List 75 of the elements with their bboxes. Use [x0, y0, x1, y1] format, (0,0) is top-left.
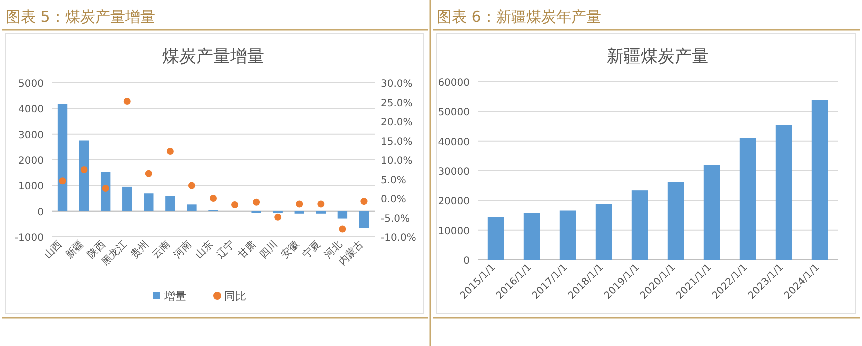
y-tick-label: 0	[464, 256, 470, 267]
bar	[812, 100, 828, 260]
x-tick-label: 云南	[150, 238, 173, 262]
x-tick-label: 山西	[42, 238, 65, 262]
y-tick-label: -1000	[14, 233, 44, 244]
point	[296, 200, 304, 208]
y2-tick-label: 15.0%	[381, 136, 413, 148]
y-tick-label: 5000	[18, 79, 44, 90]
y2-tick-label: -5.0%	[381, 214, 410, 225]
bar	[359, 211, 370, 228]
bar	[596, 204, 612, 260]
bar	[560, 210, 576, 260]
bar	[488, 217, 504, 260]
y-tick-label: 10000	[438, 226, 470, 238]
point	[188, 182, 196, 190]
y2-tick-label: 10.0%	[381, 156, 413, 167]
bar	[704, 165, 720, 260]
point	[318, 200, 325, 208]
point	[360, 198, 368, 206]
point	[59, 178, 66, 185]
y2-tick-label: 30.0%	[381, 79, 413, 90]
y-tick-label: 2000	[18, 156, 44, 167]
bar	[524, 213, 540, 260]
x-tick-label: 甘肃	[236, 238, 259, 262]
x-tick-label: 河南	[171, 238, 194, 262]
legend-label: 同比	[224, 290, 246, 303]
text: 图表 6：新疆煤炭年产量	[437, 8, 602, 26]
y2-tick-label: 5.0%	[381, 175, 406, 186]
y-tick-label: 1000	[18, 182, 44, 193]
point	[80, 166, 88, 174]
bar	[776, 125, 792, 260]
bar	[187, 204, 197, 212]
x-tick-label: 山东	[192, 238, 216, 262]
bar	[668, 182, 684, 260]
point	[166, 148, 174, 156]
bar	[632, 190, 648, 260]
bar	[166, 196, 176, 212]
text: 图表 5：煤炭产量增量	[6, 8, 156, 26]
x-tick-label: 新疆	[64, 238, 86, 262]
bar	[294, 211, 304, 214]
y-tick-label: 0	[38, 207, 44, 218]
legend-label: 增量	[164, 290, 186, 303]
y-tick-label: 4000	[18, 104, 44, 116]
point	[102, 184, 110, 192]
point	[232, 202, 239, 209]
bar	[338, 211, 348, 219]
x-tick-label: 四川	[258, 238, 280, 262]
bar	[740, 138, 756, 260]
y2-tick-label: 25.0%	[381, 98, 413, 110]
x-tick-label: 宁夏	[300, 238, 324, 262]
x-tick-label: 辽宁	[214, 238, 238, 262]
point	[124, 98, 131, 105]
bar	[122, 186, 132, 212]
bar	[316, 211, 326, 214]
x-tick-label: 贵州	[128, 238, 152, 262]
y-tick-label: 60000	[438, 78, 470, 89]
point	[339, 226, 346, 233]
y-tick-label: 40000	[438, 137, 470, 148]
point	[274, 214, 282, 221]
bar	[58, 104, 68, 212]
bar	[144, 194, 154, 212]
y2-tick-label: 20.0%	[381, 118, 413, 128]
point	[145, 170, 152, 178]
y-tick-label: 30000	[438, 167, 470, 178]
chart-title: 煤炭产量增量	[162, 47, 264, 67]
point	[210, 195, 217, 202]
y-tick-label: 3000	[18, 130, 44, 142]
chart-title: 新疆煤炭产量	[607, 47, 709, 67]
bar	[79, 140, 90, 212]
x-tick-label: 安徽	[279, 238, 302, 262]
y-tick-label: 50000	[438, 108, 470, 119]
y-tick-label: 20000	[438, 196, 470, 208]
point	[253, 198, 260, 206]
y2-tick-label: 0.0%	[381, 194, 406, 206]
y2-tick-label: -10.0%	[381, 233, 416, 244]
